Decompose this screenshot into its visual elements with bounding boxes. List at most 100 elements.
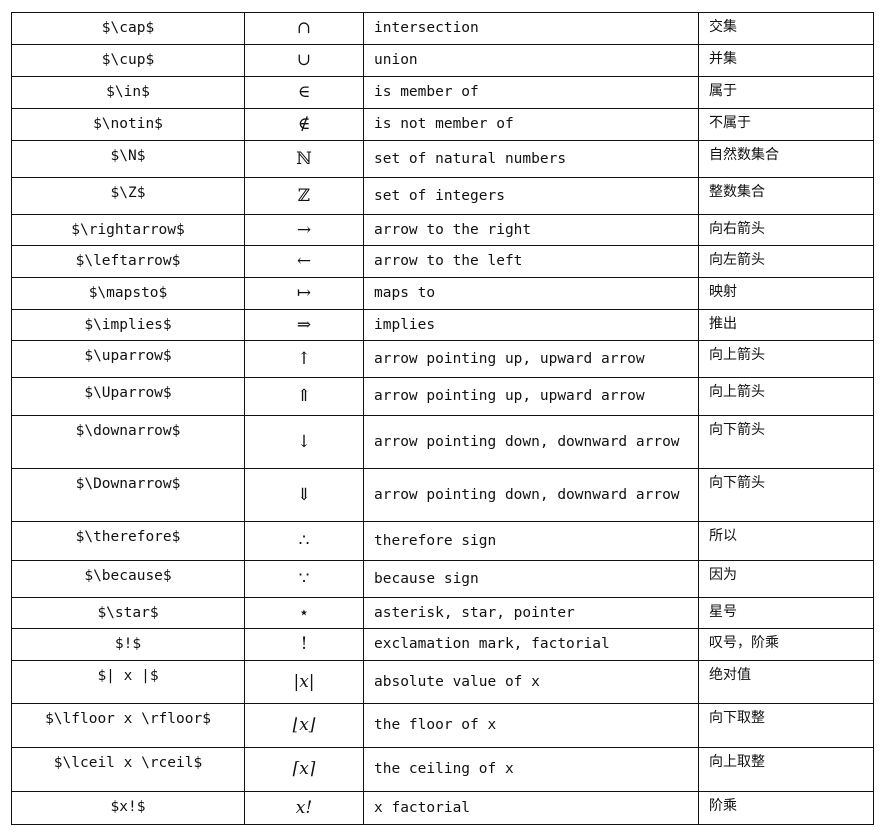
symbol-table: $\cap$ ∩ intersection 交集 $\cup$ ∪ union 并集 $\in$… (11, 12, 874, 825)
latex-cell: $\in$ (11, 76, 245, 109)
table-row: $\therefore$ ∴ therefore sign 所以 (11, 521, 874, 561)
table-row: $\cap$ ∩ intersection 交集 (11, 12, 874, 45)
latex-cell: $!$ (11, 628, 245, 661)
latex-cell: $\cup$ (11, 44, 245, 77)
symbol-cell: ℕ (244, 140, 364, 178)
description-cell: arrow to the left (363, 245, 699, 278)
chinese-cell: 向下箭头 (698, 468, 874, 522)
symbol-cell: ⇓ (244, 468, 364, 522)
chinese-cell: 向右箭头 (698, 214, 874, 246)
symbol-cell: ∴ (244, 521, 364, 561)
table-row: $\because$ ∵ because sign 因为 (11, 560, 874, 598)
symbol-cell: |x| (244, 660, 364, 704)
description-cell: set of integers (363, 177, 699, 215)
description-cell: set of natural numbers (363, 140, 699, 178)
symbol-cell: ∵ (244, 560, 364, 598)
symbol-cell: → (244, 214, 364, 246)
description-cell: is not member of (363, 108, 699, 141)
latex-cell: $\leftarrow$ (11, 245, 245, 278)
latex-cell: $\lfloor x \rfloor$ (11, 703, 245, 748)
table-row: $\Uparrow$ ⇑ arrow pointing up, upward arr… (11, 377, 874, 416)
symbol-cell: ⇒ (244, 309, 364, 341)
latex-cell: $\rightarrow$ (11, 214, 245, 246)
latex-cell: $\Uparrow$ (11, 377, 245, 416)
table-row: $x!$ x! x factorial 阶乘 (11, 791, 874, 825)
description-cell: because sign (363, 560, 699, 598)
description-cell: implies (363, 309, 699, 341)
description-cell: arrow pointing up, upward arrow (363, 340, 699, 378)
chinese-cell: 叹号，阶乘 (698, 628, 874, 661)
chinese-cell: 向上取整 (698, 747, 874, 792)
description-cell: intersection (363, 12, 699, 45)
latex-cell: $\lceil x \rceil$ (11, 747, 245, 792)
chinese-cell: 阶乘 (698, 791, 874, 825)
latex-cell: $\therefore$ (11, 521, 245, 561)
chinese-cell: 向左箭头 (698, 245, 874, 278)
description-cell: arrow pointing down, downward arrow (363, 415, 699, 469)
description-cell: x factorial (363, 791, 699, 825)
table-row: $\downarrow$ ↓ arrow pointing down, downwa… (11, 415, 874, 469)
chinese-cell: 整数集合 (698, 177, 874, 215)
symbol-cell: ! (244, 628, 364, 661)
table-row: $\lfloor x \rfloor$ ⌊x⌋ the floor of x 向下取整 (11, 703, 874, 748)
symbol-cell: ∪ (244, 44, 364, 77)
chinese-cell: 所以 (698, 521, 874, 561)
symbol-cell: ∩ (244, 12, 364, 45)
table-row: $\rightarrow$ → arrow to the right 向右箭头 (11, 214, 874, 246)
latex-cell: $\N$ (11, 140, 245, 178)
latex-cell: $\implies$ (11, 309, 245, 341)
latex-cell: $\cap$ (11, 12, 245, 45)
description-cell: arrow pointing up, upward arrow (363, 377, 699, 416)
chinese-cell: 因为 (698, 560, 874, 598)
chinese-cell: 映射 (698, 277, 874, 310)
latex-cell: $\downarrow$ (11, 415, 245, 469)
chinese-cell: 自然数集合 (698, 140, 874, 178)
symbol-cell: ↑ (244, 340, 364, 378)
symbol-cell: ↦ (244, 277, 364, 310)
chinese-cell: 绝对值 (698, 660, 874, 704)
table-row: $\leftarrow$ ← arrow to the left 向左箭头 (11, 245, 874, 278)
symbol-cell: ℤ (244, 177, 364, 215)
description-cell: arrow to the right (363, 214, 699, 246)
symbol-cell: ⇑ (244, 377, 364, 416)
chinese-cell: 推出 (698, 309, 874, 341)
table-row: $\notin$ ∉ is not member of 不属于 (11, 108, 874, 141)
chinese-cell: 星号 (698, 597, 874, 629)
table-row: $\cup$ ∪ union 并集 (11, 44, 874, 77)
description-cell: the floor of x (363, 703, 699, 748)
symbol-cell: ∉ (244, 108, 364, 141)
table-row: $| x |$ |x| absolute value of x 绝对值 (11, 660, 874, 704)
latex-cell: $x!$ (11, 791, 245, 825)
table-row: $\star$ ⋆ asterisk, star, pointer 星号 (11, 597, 874, 629)
description-cell: is member of (363, 76, 699, 109)
chinese-cell: 属于 (698, 76, 874, 109)
chinese-cell: 交集 (698, 12, 874, 45)
table-row: $\mapsto$ ↦ maps to 映射 (11, 277, 874, 310)
symbol-cell: x! (244, 791, 364, 825)
chinese-cell: 不属于 (698, 108, 874, 141)
chinese-cell: 向下箭头 (698, 415, 874, 469)
symbol-cell: ↓ (244, 415, 364, 469)
latex-cell: $\because$ (11, 560, 245, 598)
latex-cell: $\notin$ (11, 108, 245, 141)
description-cell: therefore sign (363, 521, 699, 561)
latex-cell: $\uparrow$ (11, 340, 245, 378)
description-cell: the ceiling of x (363, 747, 699, 792)
latex-cell: $\mapsto$ (11, 277, 245, 310)
description-cell: asterisk, star, pointer (363, 597, 699, 629)
table-row: $\Downarrow$ ⇓ arrow pointing down, downwa… (11, 468, 874, 522)
symbol-cell: ⌈x⌉ (244, 747, 364, 792)
latex-cell: $\star$ (11, 597, 245, 629)
description-cell: arrow pointing down, downward arrow (363, 468, 699, 522)
symbol-cell: ⋆ (244, 597, 364, 629)
latex-cell: $| x |$ (11, 660, 245, 704)
chinese-cell: 向上箭头 (698, 340, 874, 378)
symbol-cell: ← (244, 245, 364, 278)
table-row: $\in$ ∈ is member of 属于 (11, 76, 874, 109)
symbol-cell: ∈ (244, 76, 364, 109)
table-row: $\uparrow$ ↑ arrow pointing up, upward arr… (11, 340, 874, 378)
table-row: $!$! exclamation mark, factorial 叹号，阶乘 (11, 628, 874, 661)
chinese-cell: 向上箭头 (698, 377, 874, 416)
